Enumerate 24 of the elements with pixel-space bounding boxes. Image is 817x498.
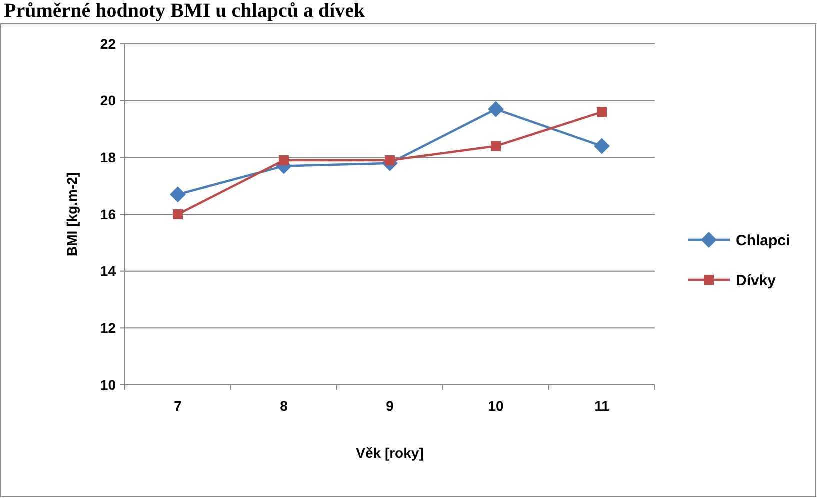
point [173,210,183,220]
y-tick-label: 20 [100,92,116,109]
x-tick-label: 10 [488,398,504,414]
y-tick-label: 18 [100,150,116,166]
y-tick-label: 22 [100,36,116,52]
y-tick-label: 10 [100,376,116,393]
x-tick-label: 9 [386,398,394,414]
point [279,156,289,166]
y-tick-label: 16 [100,206,116,222]
y-axis-title: BMI [kg.m-2] [64,172,80,256]
x-axis-title: Věk [roky] [356,445,424,461]
y-tick-label: 12 [100,320,116,336]
point [597,107,607,118]
legend-label: Chlapci [736,232,790,250]
y-tick-label: 14 [100,263,116,280]
x-tick-label: 11 [594,398,610,414]
chart-title: Průměrné hodnoty BMI u chlapců a dívek [4,0,366,22]
x-tick-label: 8 [280,398,288,414]
legend-label: Dívky [736,272,777,290]
point [594,138,610,154]
point [170,186,186,203]
point [488,101,504,118]
point [491,141,501,152]
x-tick-label: 7 [174,398,182,414]
